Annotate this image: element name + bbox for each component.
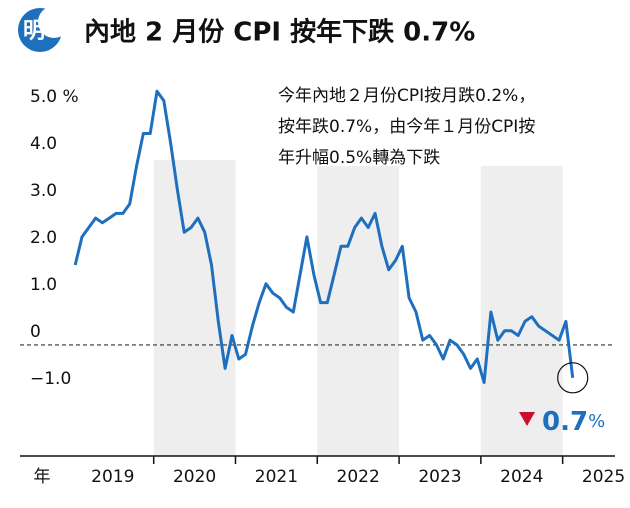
callout-value: 0.7 [542,407,588,437]
annotation-line: 按年跌0.7%，由今年１月份CPI按 [278,117,535,137]
background [153,160,563,456]
logo-crescent [38,6,70,38]
x-tick-label: 2023 [418,467,461,487]
down-arrow [519,412,535,426]
y-tick-label: 4.0 [30,134,57,154]
annotation-line: 年升幅0.5%轉為下跌 [278,148,440,168]
y-tick-label: 0 [30,322,41,342]
logo: 明 [23,19,45,44]
x-tick-label: 2020 [173,467,216,487]
y-tick-label: 1.0 [30,275,57,295]
x-tick-label: 2025 [582,467,625,487]
series-line [73,89,575,384]
y-tick-label: −1.0 [30,369,71,389]
callout-unit: % [588,411,605,432]
chart-title: 內地 2 月份 CPI 按年下跌 0.7% [84,17,475,48]
annotation-line: 今年內地２月份CPI按月跌0.2%， [278,86,535,106]
year-band [153,160,236,456]
year-band [480,160,563,456]
callout: 0.7% [542,407,605,437]
x-axis-label: 年 [34,467,51,487]
last-point-highlight [557,362,589,394]
x-tick-label: 2024 [500,467,543,487]
y-tick-label: 5.0 % [30,87,79,107]
y-tick-label: 2.0 [30,228,57,248]
x-tick-label: 2021 [255,467,298,487]
annotation-bg [272,78,622,166]
x-tick-label: 2022 [337,467,380,487]
year-band [317,160,400,456]
x-tick-label: 2019 [91,467,134,487]
y-tick-label: 3.0 [30,181,57,201]
